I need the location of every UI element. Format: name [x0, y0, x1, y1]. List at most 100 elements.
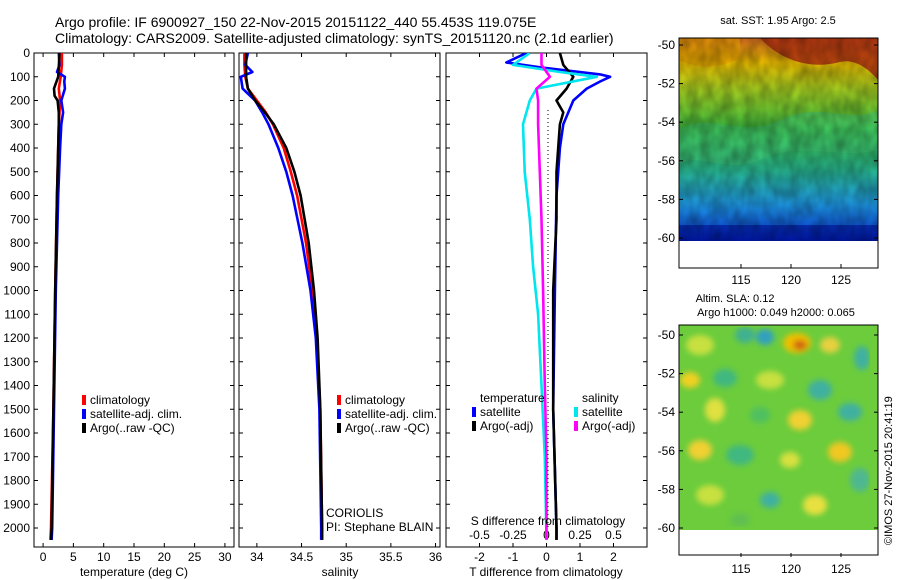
legend-label: climatology — [345, 393, 405, 407]
series-line-salinity-argo-adj- — [535, 53, 552, 540]
series-line-temperature-argo-adj- — [551, 53, 575, 540]
series-line-satellite-adj-clim- — [239, 53, 323, 540]
legend-swatch-sal-argo — [574, 421, 578, 431]
legend-swatch-climatology — [337, 395, 341, 405]
legend-label: climatology — [90, 393, 150, 407]
salinity-curves — [239, 53, 324, 540]
depth-tick-label: 400 — [10, 141, 30, 155]
legend-label: satellite — [582, 405, 623, 419]
depth-tick-label: 1200 — [3, 331, 30, 345]
sla-map-title-line1: Altim. SLA: 0.12 — [696, 293, 775, 305]
depth-tick-label: 100 — [10, 70, 30, 84]
depth-tick-label: 0 — [23, 46, 30, 60]
map-y-tick-label: -60 — [658, 521, 676, 535]
depth-axis: 0 100 200 300 400 500 600 700 800 900 1000 1100 1200… — [3, 46, 647, 535]
legend-swatch-satellite — [82, 409, 86, 419]
x-tick-label: 25 — [188, 550, 202, 564]
map-x-tick-label: 115 — [731, 562, 750, 576]
series-line-argo-raw-qc- — [49, 53, 61, 540]
legend-label: satellite — [480, 405, 521, 419]
legend-label: Argo(..raw -QC) — [90, 421, 175, 435]
legend-swatch-argo — [337, 423, 341, 433]
sla-map: Altim. SLA: 0.12 Argo h1000: 0.049 h2000… — [658, 293, 879, 576]
depth-tick-label: 300 — [10, 117, 30, 131]
difference-xlabel: T difference from climatology — [469, 565, 623, 579]
depth-tick-label: 1400 — [3, 379, 30, 393]
depth-tick-label: 1900 — [3, 497, 30, 511]
top-tick-label: 0.25 — [568, 528, 592, 542]
map-x-tick-label: 120 — [781, 562, 801, 576]
figure-title-line1: Argo profile: IF 6900927_150 22-Nov-2015… — [55, 14, 536, 30]
x-tick-label: 0 — [543, 550, 550, 564]
x-tick-label: 34 — [250, 550, 264, 564]
x-tick-label: 15 — [127, 550, 141, 564]
map-x-tick-label: 120 — [781, 273, 801, 287]
map-y-tick-label: -56 — [658, 444, 676, 458]
depth-tick-label: 1000 — [3, 284, 30, 298]
difference-legend: temperature salinity satellite Argo(-adj… — [472, 391, 635, 433]
map-y-tick-label: -54 — [658, 405, 676, 419]
top-tick-label: -0.25 — [499, 528, 527, 542]
depth-tick-label: 1100 — [4, 307, 30, 321]
pi-label: PI: Stephane BLAIN — [326, 520, 433, 534]
x-tick-label: 0 — [40, 550, 47, 564]
map-y-tick-label: -52 — [658, 367, 676, 381]
map-y-tick-label: -52 — [658, 77, 676, 91]
x-tick-label: 35.5 — [379, 550, 403, 564]
imos-stamp: ©IMOS 27-Nov-2015 20:41:19 — [883, 396, 895, 545]
depth-tick-label: 2000 — [3, 521, 30, 535]
x-tick-label: 10 — [97, 550, 111, 564]
legend-swatch-temp-argo — [472, 421, 476, 431]
x-tick-label: 2 — [610, 550, 617, 564]
series-line-salinity-satellite — [511, 53, 599, 540]
x-tick-label: 30 — [218, 550, 232, 564]
sst-map: sat. SST: 1.95 Argo: 2.5 -50 -52 -54 -56 -58… — [658, 15, 879, 287]
data-centre-label: CORIOLIS — [326, 506, 383, 520]
depth-tick-label: 1500 — [3, 402, 30, 416]
salinity-x-axis: 34 34.5 35 35.5 36 — [250, 53, 443, 564]
legend-swatch-sal-satellite — [574, 407, 578, 417]
series-line-argo-raw-qc- — [244, 53, 324, 540]
map-y-tick-label: -50 — [658, 328, 676, 342]
x-tick-label: -2 — [474, 550, 485, 564]
map-x-tick-label: 125 — [831, 273, 851, 287]
depth-tick-label: 1800 — [3, 474, 30, 488]
top-tick-label: -0.5 — [469, 528, 490, 542]
temperature-x-axis: 0 5 10 15 20 25 30 — [40, 53, 232, 564]
top-tick-label: 0.5 — [605, 528, 622, 542]
x-tick-label: -1 — [508, 550, 519, 564]
temperature-xlabel: temperature (deg C) — [80, 565, 188, 579]
map-x-tick-label: 115 — [731, 273, 750, 287]
salinity-legend: climatology satellite-adj. clim. Argo(..… — [326, 393, 437, 534]
x-tick-label: 5 — [70, 550, 77, 564]
map-y-tick-label: -50 — [658, 38, 676, 52]
legend-swatch-satellite — [337, 409, 341, 419]
difference-x-axis: -2 -1 0 1 2-0.5 -0.25 0 0.25 0.5 — [469, 53, 622, 564]
depth-tick-label: 700 — [10, 212, 30, 226]
legend-title-temperature: temperature — [480, 391, 545, 405]
map-x-tick-label: 125 — [831, 562, 851, 576]
temperature-curves — [49, 53, 67, 540]
legend-label: Argo(-adj) — [582, 419, 635, 433]
temperature-panel — [33, 52, 235, 548]
map-y-tick-label: -58 — [658, 192, 676, 206]
sst-map-title: sat. SST: 1.95 Argo: 2.5 — [720, 15, 836, 27]
x-tick-label: 1 — [577, 550, 584, 564]
depth-tick-label: 900 — [10, 260, 30, 274]
salinity-difference-toplabel: S difference from climatology — [471, 514, 626, 528]
figure-title-line2: Climatology: CARS2009. Satellite-adjuste… — [55, 30, 613, 46]
depth-tick-label: 200 — [10, 94, 30, 108]
map-y-tick-label: -54 — [658, 115, 676, 129]
x-tick-label: 35 — [340, 550, 354, 564]
depth-tick-label: 600 — [10, 189, 30, 203]
temperature-legend: climatology satellite-adj. clim. Argo(..… — [82, 393, 182, 435]
legend-label: satellite-adj. clim. — [345, 407, 437, 421]
salinity-xlabel: salinity — [322, 565, 359, 579]
salinity-panel — [238, 52, 441, 548]
legend-swatch-climatology — [82, 395, 86, 405]
x-tick-label: 34.5 — [290, 550, 314, 564]
legend-title-salinity: salinity — [582, 391, 619, 405]
depth-tick-label: 1700 — [3, 450, 30, 464]
map-y-tick-label: -56 — [658, 154, 676, 168]
x-tick-label: 36 — [429, 550, 443, 564]
